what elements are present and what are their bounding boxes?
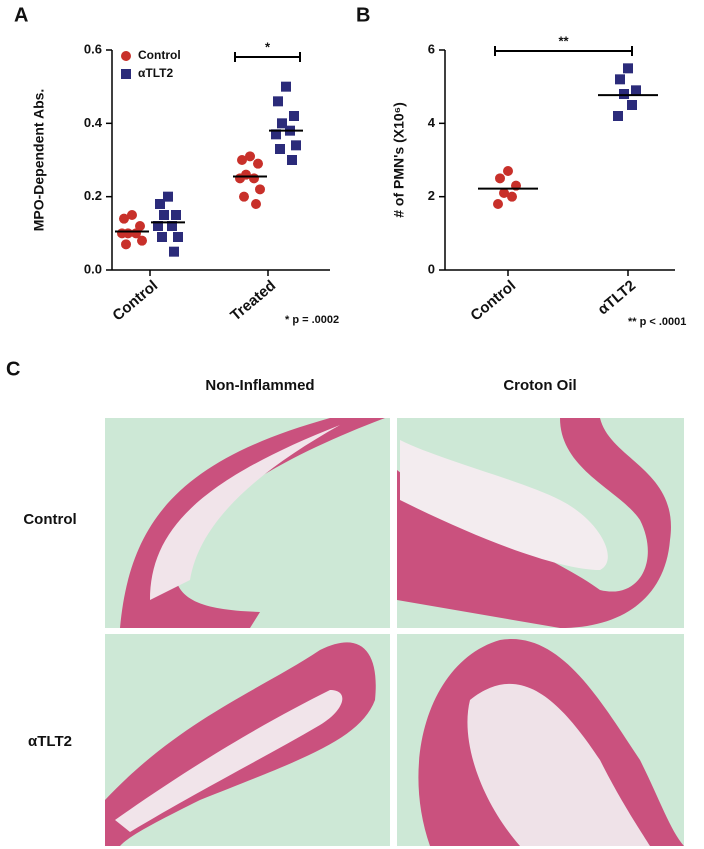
data-point xyxy=(121,239,131,250)
data-point xyxy=(249,173,259,184)
y-tick-label: 0 xyxy=(428,261,435,276)
data-point xyxy=(507,191,517,202)
y-tick-label: 2 xyxy=(428,188,435,203)
data-point xyxy=(235,173,245,184)
data-point xyxy=(153,221,163,231)
y-axis-label: MPO-Dependent Abs. xyxy=(31,89,47,232)
data-point xyxy=(623,63,633,74)
data-point xyxy=(251,199,261,209)
row-label: Control xyxy=(23,511,76,528)
data-point xyxy=(137,235,147,246)
data-point xyxy=(169,246,179,257)
data-point xyxy=(627,100,637,110)
significance-bracket xyxy=(494,46,633,56)
y-tick-label: 0.2 xyxy=(84,188,102,203)
x-tick-label: Treated xyxy=(227,277,279,324)
histology-images xyxy=(105,418,684,846)
y-axis-label: # of PMN's (X10⁶) xyxy=(391,102,407,218)
data-point xyxy=(157,232,167,242)
significance-bracket xyxy=(234,52,301,62)
data-point xyxy=(495,173,505,184)
data-point xyxy=(121,51,131,61)
p-value-note: * p = .0002 xyxy=(285,314,339,326)
panel-label: C xyxy=(6,358,20,380)
data-point xyxy=(493,199,503,209)
data-point xyxy=(155,199,165,209)
data-point xyxy=(289,111,299,121)
data-point xyxy=(171,210,181,220)
data-point xyxy=(619,89,629,99)
column-label: Non-Inflammed xyxy=(205,377,314,394)
significance-label: ** xyxy=(558,33,569,48)
p-value-note: ** p < .0001 xyxy=(628,316,686,328)
significance-label: * xyxy=(265,39,271,54)
data-point xyxy=(503,166,513,176)
data-point xyxy=(167,221,177,231)
data-point xyxy=(121,69,131,79)
data-point xyxy=(613,111,623,121)
y-tick-label: 4 xyxy=(428,115,436,130)
data-point xyxy=(281,81,291,92)
panel-label: B xyxy=(356,4,370,26)
y-tick-label: 6 xyxy=(428,41,435,56)
legend-label: Control xyxy=(138,48,181,62)
x-tick-label: Control xyxy=(109,277,161,324)
x-tick-label: Control xyxy=(467,277,519,324)
data-point xyxy=(255,184,265,195)
data-point xyxy=(239,191,249,202)
row-label: αTLT2 xyxy=(28,733,72,750)
data-point xyxy=(631,85,641,96)
y-tick-label: 0.0 xyxy=(84,261,102,276)
data-point xyxy=(275,144,285,154)
data-point xyxy=(117,228,127,239)
data-point xyxy=(119,213,129,224)
data-point xyxy=(615,74,625,85)
data-point xyxy=(237,155,247,165)
data-point xyxy=(163,191,173,202)
data-point xyxy=(245,151,255,162)
data-point xyxy=(273,96,283,107)
y-tick-label: 0.4 xyxy=(84,115,103,130)
x-tick-label: αTLT2 xyxy=(595,277,640,318)
data-point xyxy=(499,188,509,198)
data-point xyxy=(291,140,301,151)
data-point xyxy=(253,158,263,169)
y-tick-label: 0.6 xyxy=(84,41,102,56)
data-point xyxy=(159,210,169,220)
column-label: Croton Oil xyxy=(503,377,576,394)
data-point xyxy=(271,129,281,140)
data-point xyxy=(173,232,183,242)
legend-label: αTLT2 xyxy=(138,66,173,80)
data-point xyxy=(277,118,287,129)
data-point xyxy=(135,221,145,231)
panel-label: A xyxy=(14,4,28,26)
data-point xyxy=(287,155,297,165)
data-point xyxy=(127,210,137,220)
